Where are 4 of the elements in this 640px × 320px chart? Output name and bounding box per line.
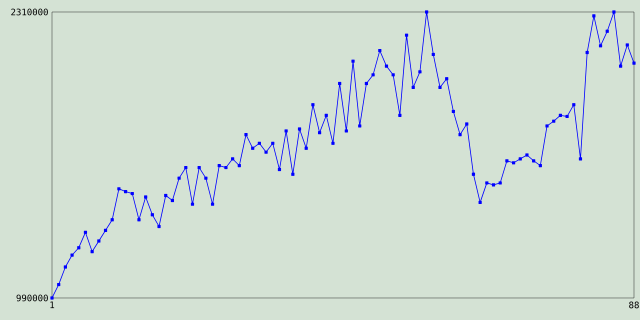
x-tick-label: 88 xyxy=(629,302,639,308)
x-tick-label: 1 xyxy=(50,302,54,308)
y-tick-label: 2310000 xyxy=(11,8,48,16)
y-tick-label: 990000 xyxy=(16,294,48,302)
